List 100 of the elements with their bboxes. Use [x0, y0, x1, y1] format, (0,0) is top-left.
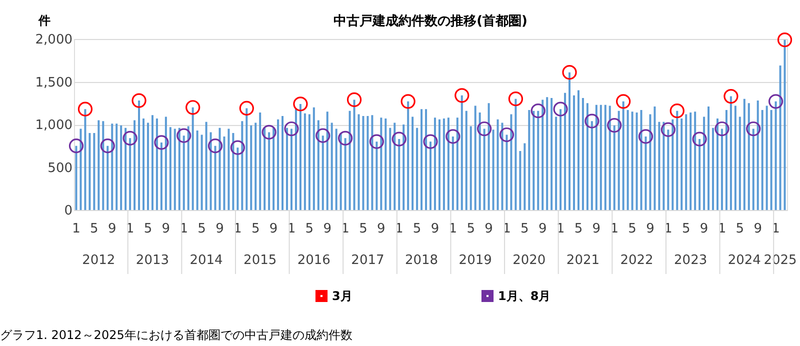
bar: [398, 139, 400, 210]
bar: [456, 118, 458, 210]
point: [670, 104, 684, 118]
text: 2023: [674, 253, 708, 268]
bar: [348, 110, 351, 210]
bar: [384, 118, 387, 210]
bar: [434, 118, 436, 210]
bar: [447, 118, 450, 210]
bar: [111, 124, 114, 210]
bar: [326, 112, 328, 210]
bar: [452, 136, 454, 210]
bar: [250, 125, 252, 210]
point: [638, 129, 654, 144]
point: [132, 93, 146, 108]
legend-label: 3月: [332, 288, 352, 303]
bar: [312, 107, 315, 210]
y-tick-label: 0: [64, 204, 72, 218]
x-tick-label: 5: [736, 222, 744, 236]
point: [78, 102, 93, 116]
bar: [178, 128, 180, 210]
bar: [483, 128, 486, 210]
point: [476, 121, 492, 136]
bar: [618, 110, 620, 210]
x-tick-label: 9: [700, 222, 708, 236]
x-tick-label: 5: [412, 222, 422, 236]
bar: [560, 109, 562, 210]
bar: [425, 109, 428, 210]
bar: [537, 110, 540, 210]
point: [338, 130, 353, 146]
bar: [658, 122, 660, 210]
x-tick-label: 9: [538, 222, 547, 236]
y-tick-label: 1,500: [35, 75, 72, 90]
bar: [604, 104, 606, 210]
bar: [174, 128, 176, 210]
bar: [286, 128, 288, 210]
bar: [716, 118, 718, 210]
x-tick-label: 9: [108, 222, 116, 236]
point: [616, 94, 631, 109]
x-tick-label: 9: [323, 222, 332, 236]
bar: [644, 136, 647, 210]
text: グラフ1. 2012～2025年における首都圏での中古戸建の成約件数: [0, 328, 352, 342]
bar: [752, 128, 754, 210]
x-tick-label: 5: [574, 222, 583, 236]
bar: [590, 121, 593, 210]
bar: [667, 130, 670, 210]
bar: [156, 118, 158, 210]
bar: [577, 90, 580, 210]
x-tick-label: 1: [556, 222, 565, 236]
bar: [259, 112, 262, 210]
point: [777, 32, 792, 48]
point: [530, 104, 546, 118]
bar: [524, 143, 526, 210]
bar: [88, 133, 91, 210]
x-tick-label: 5: [682, 222, 690, 236]
x-tick-label: 5: [251, 222, 260, 236]
bar: [712, 128, 714, 210]
bar: [210, 132, 212, 210]
point: [660, 122, 676, 137]
bar: [779, 66, 782, 210]
bar: [254, 122, 257, 210]
bar: [214, 146, 216, 210]
bar: [146, 122, 149, 210]
bar: [102, 121, 104, 210]
bar: [241, 121, 244, 210]
x-tick-label: 5: [305, 222, 314, 236]
bar: [376, 142, 378, 210]
bar: [766, 106, 768, 210]
bar: [362, 116, 364, 210]
bar: [151, 115, 154, 210]
bar: [272, 128, 275, 210]
bar: [358, 114, 360, 210]
bar: [680, 118, 683, 210]
point: [176, 128, 192, 143]
bar: [586, 103, 588, 210]
bar: [322, 136, 324, 210]
bar: [743, 98, 746, 210]
bar: [228, 128, 230, 210]
y-tick-label: 2,000: [35, 32, 72, 48]
bar: [335, 128, 338, 210]
bar: [662, 122, 665, 210]
bar: [389, 128, 392, 210]
bar: [412, 116, 414, 210]
bar: [223, 136, 226, 210]
bar: [649, 114, 652, 210]
x-tick-label: 9: [754, 222, 762, 236]
point: [369, 134, 384, 149]
text: 2015: [244, 253, 277, 268]
bar: [756, 100, 759, 210]
bar: [106, 146, 109, 210]
chart-title: 中古戸建成約件数の推移(首都圏): [334, 14, 528, 29]
bar: [676, 110, 678, 210]
bar: [420, 109, 423, 210]
x-tick-label: 5: [628, 222, 636, 236]
bar: [142, 118, 145, 210]
x-tick-label: 9: [484, 222, 493, 236]
x-tick-label: 1: [234, 222, 242, 236]
point: [293, 96, 308, 112]
text: 2019: [458, 253, 492, 268]
bar: [290, 128, 292, 210]
bar: [438, 119, 440, 210]
